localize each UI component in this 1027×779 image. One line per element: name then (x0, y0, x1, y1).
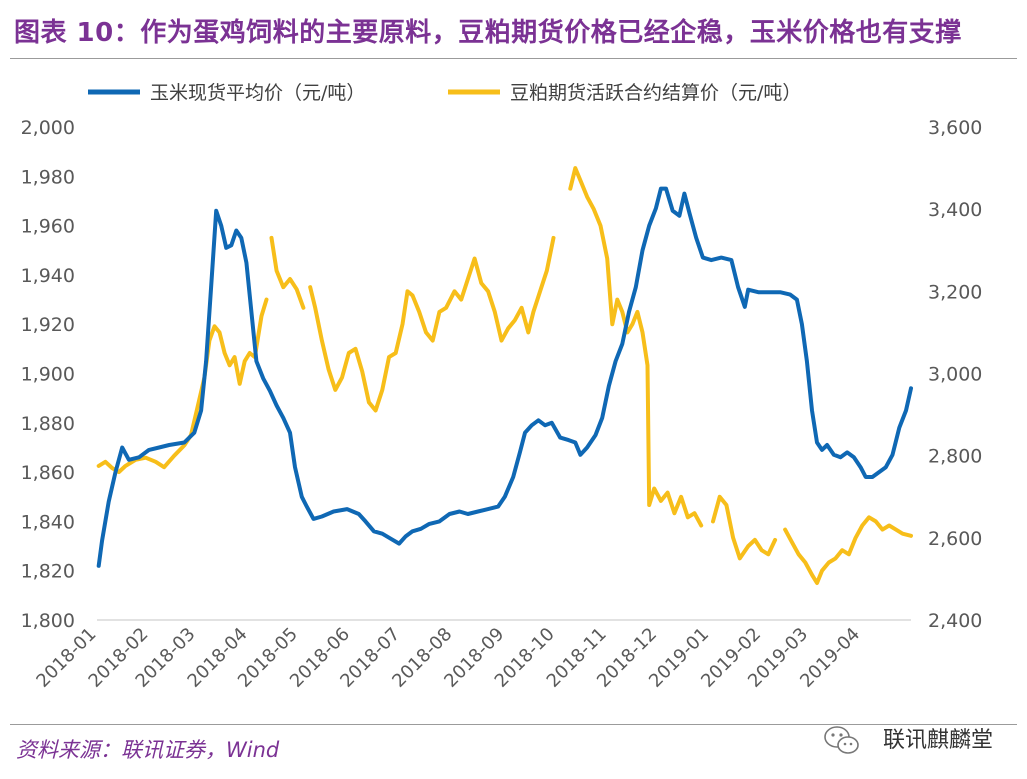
y-right-tick-label: 3,600 (928, 117, 982, 139)
page-title: 图表 10：作为蛋鸡饲料的主要原料，豆粕期货价格已经企稳，玉米价格也有支撑 (14, 18, 962, 48)
y-right-tick-label: 3,200 (928, 281, 982, 303)
source-note: 资料来源：联讯证券，Wind (16, 738, 280, 762)
y-left-tick-label: 1,800 (21, 610, 75, 632)
series-lines (96, 166, 913, 585)
legend: 玉米现货平均价（元/吨） 豆粕期货活跃合约结算价（元/吨） (88, 82, 801, 104)
y-left-tick-label: 1,860 (21, 462, 75, 484)
y-left-tick-label: 1,840 (21, 511, 75, 533)
y-left-tick-label: 1,960 (21, 216, 75, 238)
y-right-tick-label: 3,400 (928, 199, 982, 221)
y-right-tick-label: 2,600 (928, 528, 982, 550)
y-left-tick-label: 1,880 (21, 413, 75, 435)
dual-axis-line-chart: 玉米现货平均价（元/吨） 豆粕期货活跃合约结算价（元/吨） 1,800 1,820… (21, 82, 983, 692)
title-divider (10, 58, 1017, 59)
wechat-icon (824, 726, 859, 754)
corn-spot-line (96, 186, 913, 568)
y-right-tick-label: 2,800 (928, 446, 982, 468)
watermark-label: 联讯麒麟堂 (882, 728, 993, 753)
y-left-tick-label: 1,980 (21, 166, 75, 188)
legend-label-corn: 玉米现货平均价（元/吨） (150, 82, 365, 104)
y-right-tick-label: 3,000 (928, 364, 982, 386)
legend-label-soymeal: 豆粕期货活跃合约结算价（元/吨） (510, 82, 801, 104)
y-left-tick-label: 2,000 (21, 117, 75, 139)
y-left-tick-label: 1,920 (21, 314, 75, 336)
y-left-tick-label: 1,820 (21, 561, 75, 583)
axes: 1,800 1,820 1,840 1,860 1,880 1,900 1,920 1,940… (21, 117, 983, 692)
y-right-tick-label: 2,400 (928, 610, 982, 632)
y-left-tick-label: 1,900 (21, 364, 75, 386)
y-left-tick-label: 1,940 (21, 265, 75, 287)
footer-divider (10, 724, 1017, 725)
